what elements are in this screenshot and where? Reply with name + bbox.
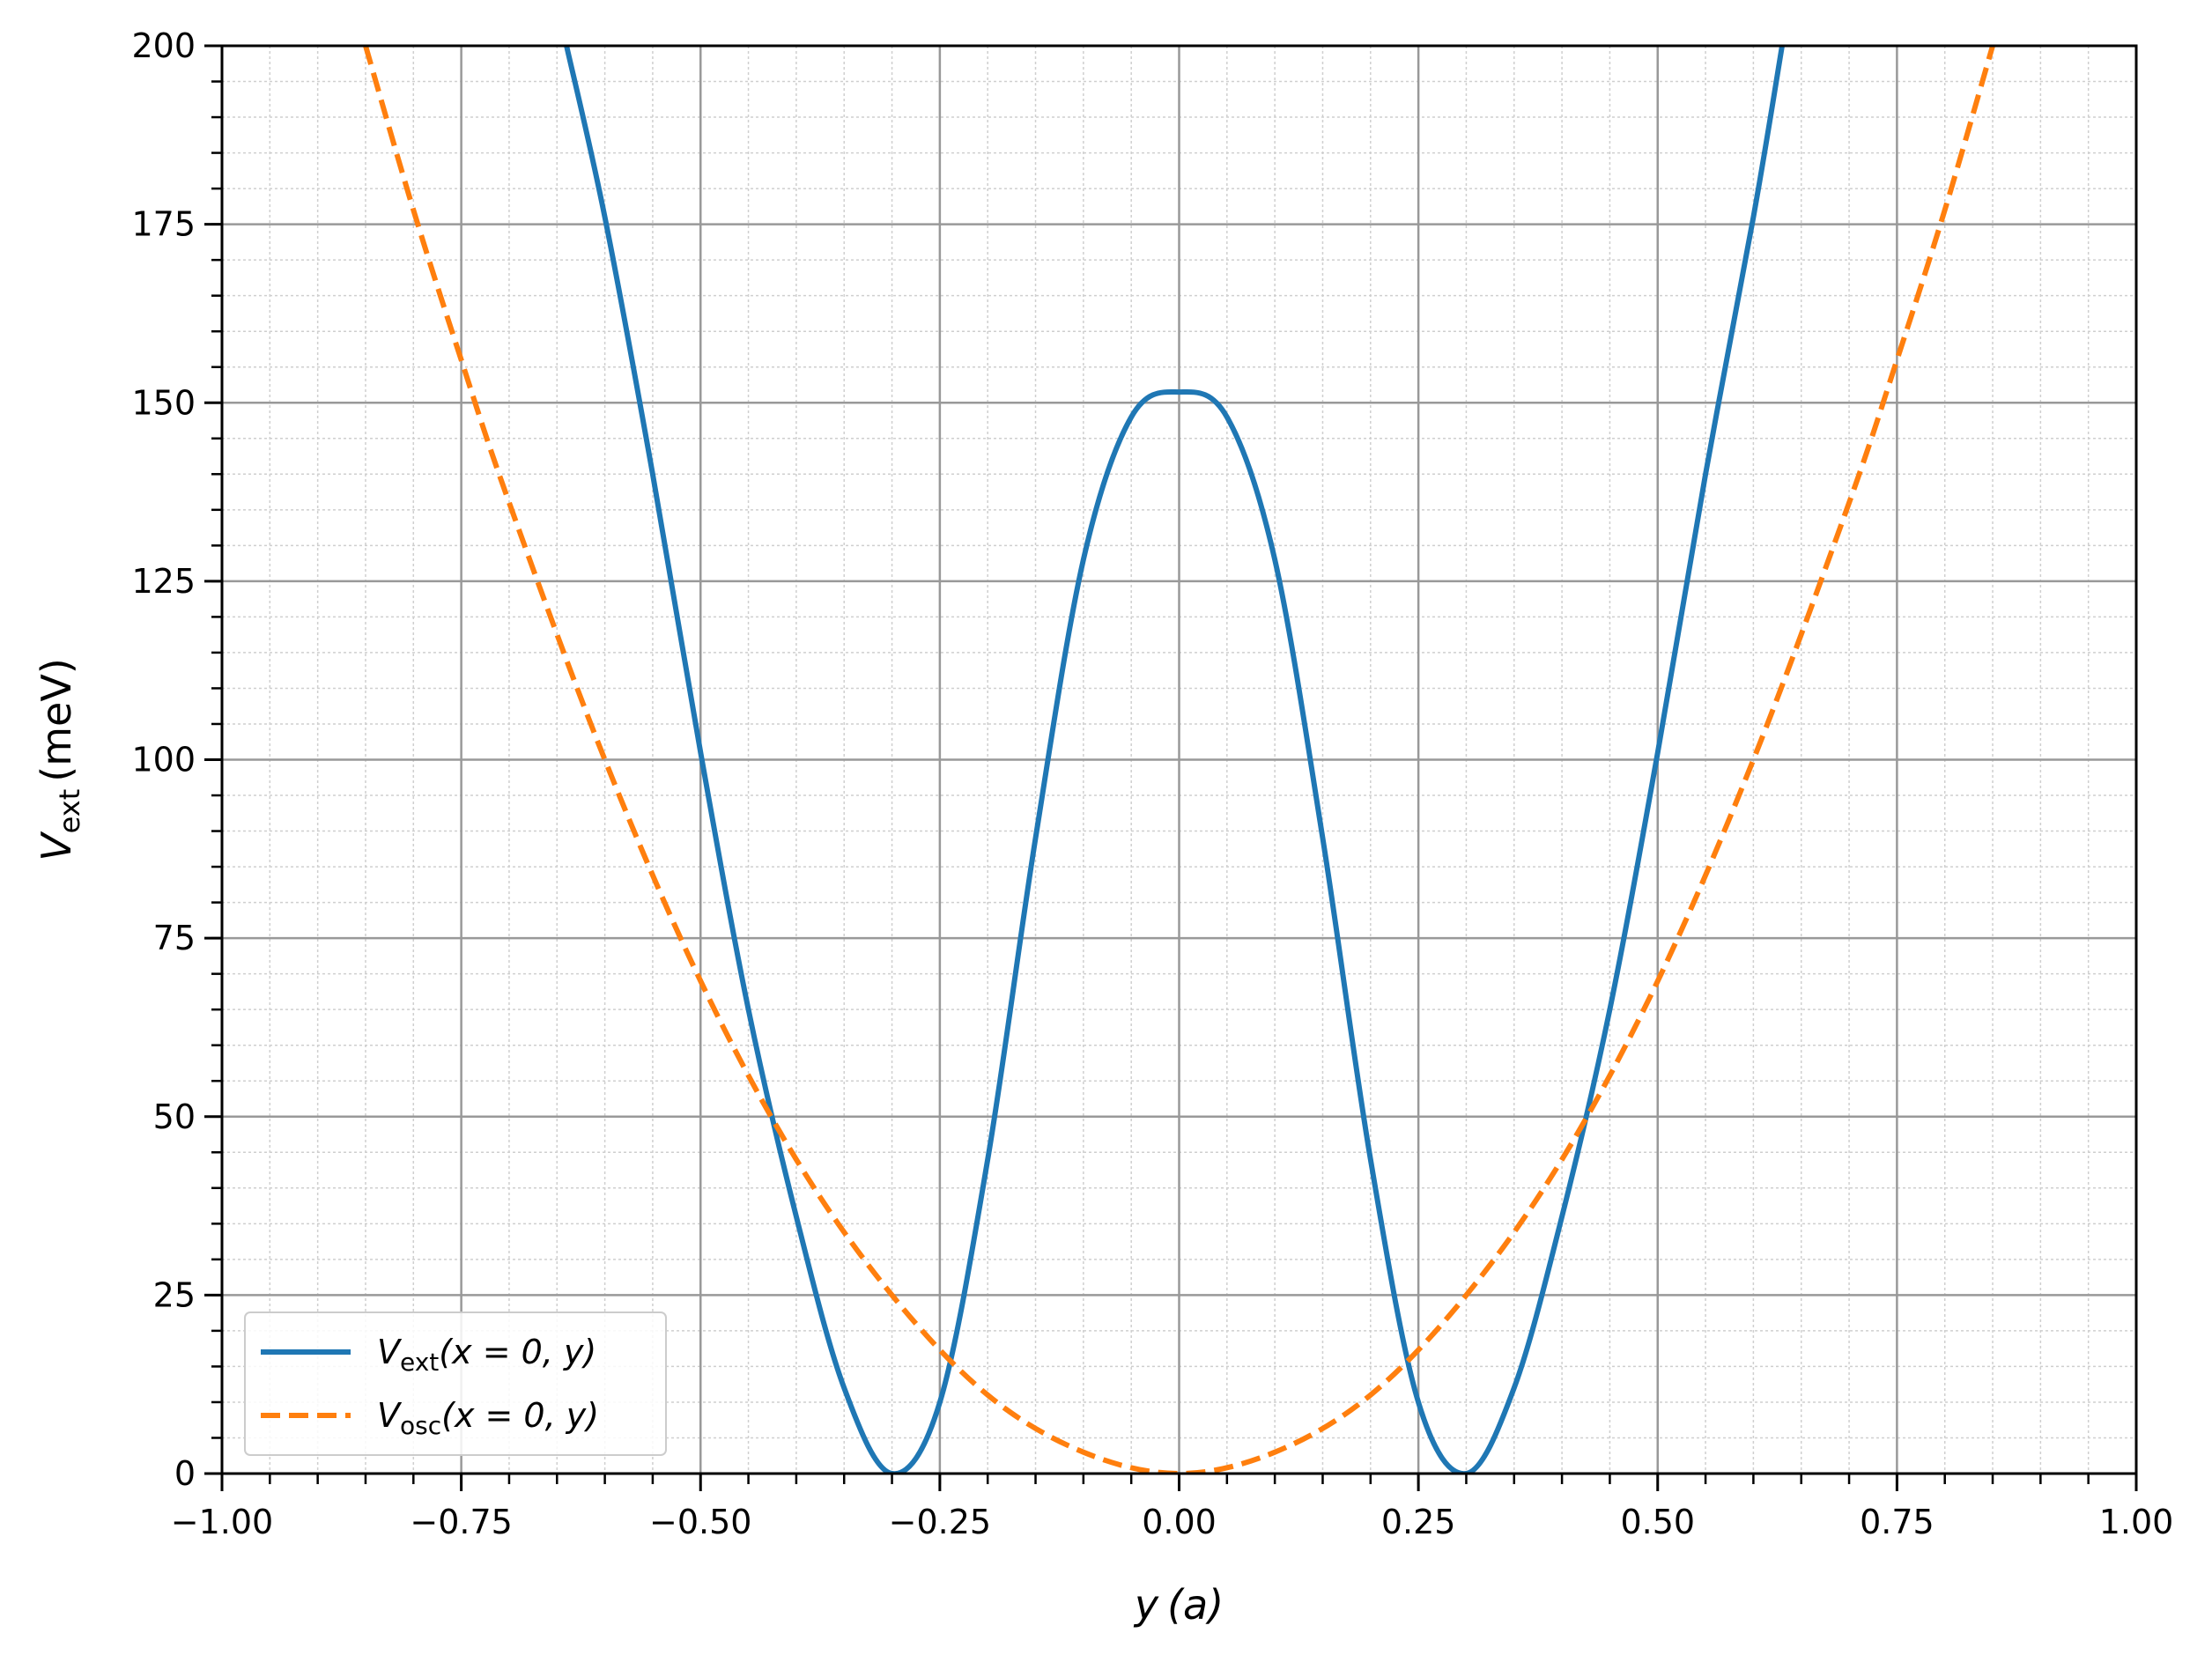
y-tick-label: 25 (153, 1275, 196, 1314)
y-tick-label: 150 (131, 383, 196, 422)
x-axis-title: y (a) (1133, 1581, 1224, 1629)
legend-label-vext: Vext(x = 0, y) (377, 1333, 596, 1377)
x-tick-label: −0.75 (410, 1503, 512, 1541)
y-tick-label: 200 (131, 26, 196, 65)
series-layer (363, 46, 1995, 1474)
series-line-vosc (363, 46, 1995, 1474)
y-tick-label: 50 (153, 1097, 196, 1136)
y-tick-label: 0 (174, 1454, 196, 1493)
x-tick-label: −0.50 (649, 1503, 751, 1541)
y-tick-label: 125 (131, 562, 196, 601)
x-tick-label: 0.75 (1860, 1503, 1935, 1541)
y-tick-label: 100 (131, 741, 196, 779)
legend-label-vosc: Vosc(x = 0, y) (377, 1396, 599, 1440)
x-tick-label: −1.00 (171, 1503, 273, 1541)
y-axis-title: Vext(meV) (33, 658, 86, 861)
x-tick-label: 0.00 (1142, 1503, 1217, 1541)
axis-ticks (204, 44, 2138, 1491)
legend: Vext(x = 0, y) Vosc(x = 0, y) (244, 1311, 667, 1456)
x-tick-label: 0.25 (1381, 1503, 1456, 1541)
y-tick-label: 75 (153, 919, 196, 957)
tick-labels: −1.00 −0.75 −0.50 −0.25 0.00 0.25 0.50 0.75 1.00… (131, 26, 2173, 1541)
y-tick-label: 175 (131, 205, 196, 244)
x-tick-label: 1.00 (2099, 1503, 2174, 1541)
x-tick-label: −0.25 (889, 1503, 991, 1541)
series-line-vext (564, 46, 1785, 1474)
legend-box (244, 1311, 667, 1456)
x-tick-label: 0.50 (1620, 1503, 1695, 1541)
